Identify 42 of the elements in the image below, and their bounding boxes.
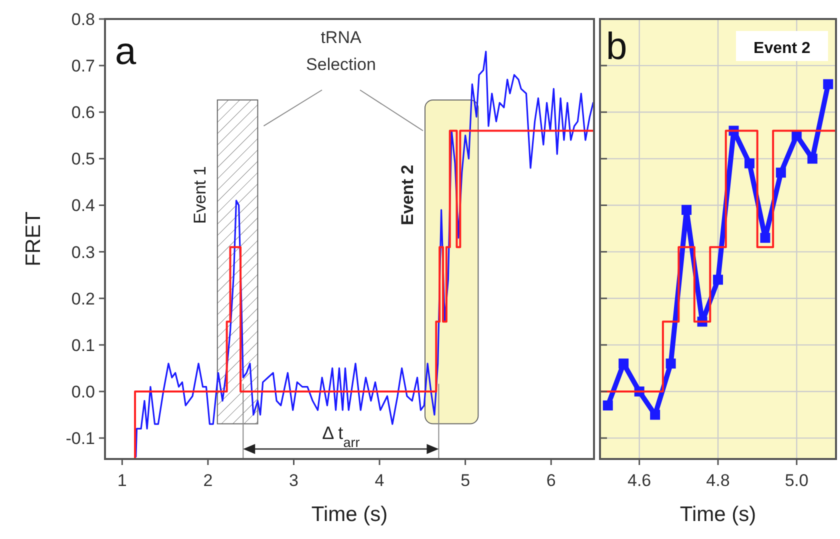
x-tick-label: 2 bbox=[203, 471, 213, 490]
y-tick-label: 0.8 bbox=[71, 10, 95, 29]
point bbox=[618, 358, 629, 369]
x-tick-label: 6 bbox=[546, 471, 556, 490]
y-tick-label: 0.5 bbox=[71, 150, 95, 169]
point bbox=[760, 232, 770, 243]
point bbox=[776, 168, 786, 178]
annotation: Δ t$_{arr}$ bbox=[322, 423, 360, 450]
point bbox=[666, 358, 676, 369]
point bbox=[602, 400, 613, 410]
y-tick-label: 0.2 bbox=[71, 289, 95, 308]
x-tick-label: 5 bbox=[460, 471, 470, 490]
band-label: Event 2 bbox=[398, 164, 417, 226]
point bbox=[650, 410, 660, 420]
y-tick-label: 0.6 bbox=[71, 103, 95, 122]
point bbox=[744, 158, 754, 168]
band-label: Event 1 bbox=[190, 166, 210, 224]
annotation: tRNA Selection bbox=[306, 28, 376, 74]
y-tick-label: -0.1 bbox=[66, 429, 95, 448]
x-axis-title: Time (s) bbox=[680, 503, 756, 526]
x-tick-label: 5.0 bbox=[784, 471, 808, 490]
x-tick-label: 4 bbox=[374, 471, 384, 490]
y-tick-label: 0.3 bbox=[71, 242, 95, 262]
point bbox=[823, 79, 834, 90]
x-axis-title: Time (s) bbox=[311, 503, 388, 526]
x-tick-label: 1 bbox=[117, 471, 127, 490]
annotation: a bbox=[115, 31, 137, 73]
y-tick-label: 0.7 bbox=[71, 56, 95, 76]
point bbox=[792, 130, 802, 140]
y-tick-label: 0.1 bbox=[71, 336, 95, 355]
point bbox=[807, 154, 818, 164]
y-tick-label: 0.4 bbox=[71, 196, 95, 216]
y-tick-label: 0.0 bbox=[71, 382, 95, 402]
annotation: b bbox=[606, 26, 628, 68]
y-axis-title: FRET bbox=[22, 211, 45, 266]
point bbox=[682, 204, 692, 215]
line-series bbox=[135, 50, 594, 458]
annotation: Event 2 bbox=[754, 40, 811, 57]
x-tick-label: 3 bbox=[289, 471, 298, 490]
x-tick-label: 4.8 bbox=[706, 471, 730, 490]
point bbox=[713, 274, 723, 285]
x-tick-label: 4.6 bbox=[628, 471, 652, 490]
